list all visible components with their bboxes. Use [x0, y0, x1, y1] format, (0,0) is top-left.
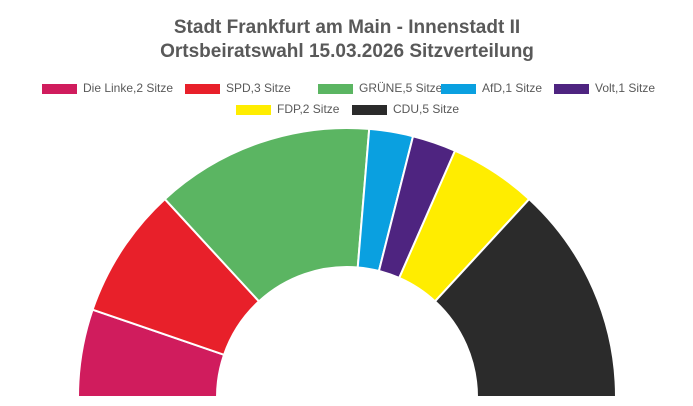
chart-subtitle: Ortsbeiratswahl 15.03.2026 Sitzverteilun… [160, 41, 534, 62]
legend-swatch [441, 84, 476, 94]
legend-swatch [554, 84, 589, 94]
legend-swatch [318, 84, 353, 94]
legend-label: Die Linke,2 Sitze [83, 81, 173, 95]
legend-swatch [185, 84, 220, 94]
legend-swatch [352, 105, 387, 115]
legend-label: Volt,1 Sitze [595, 81, 655, 95]
legend-label: SPD,3 Sitze [226, 81, 291, 95]
legend-swatch [42, 84, 77, 94]
legend-label: FDP,2 Sitze [277, 102, 340, 116]
chart-title: Stadt Frankfurt am Main - Innenstadt II [174, 17, 520, 38]
legend-label: AfD,1 Sitze [482, 81, 542, 95]
seat-segment [433, 197, 618, 398]
legend-swatch [236, 105, 271, 115]
legend-label: GRÜNE,5 Sitze [359, 81, 443, 95]
legend-label: CDU,5 Sitze [393, 102, 459, 116]
seat-segment [163, 127, 371, 303]
